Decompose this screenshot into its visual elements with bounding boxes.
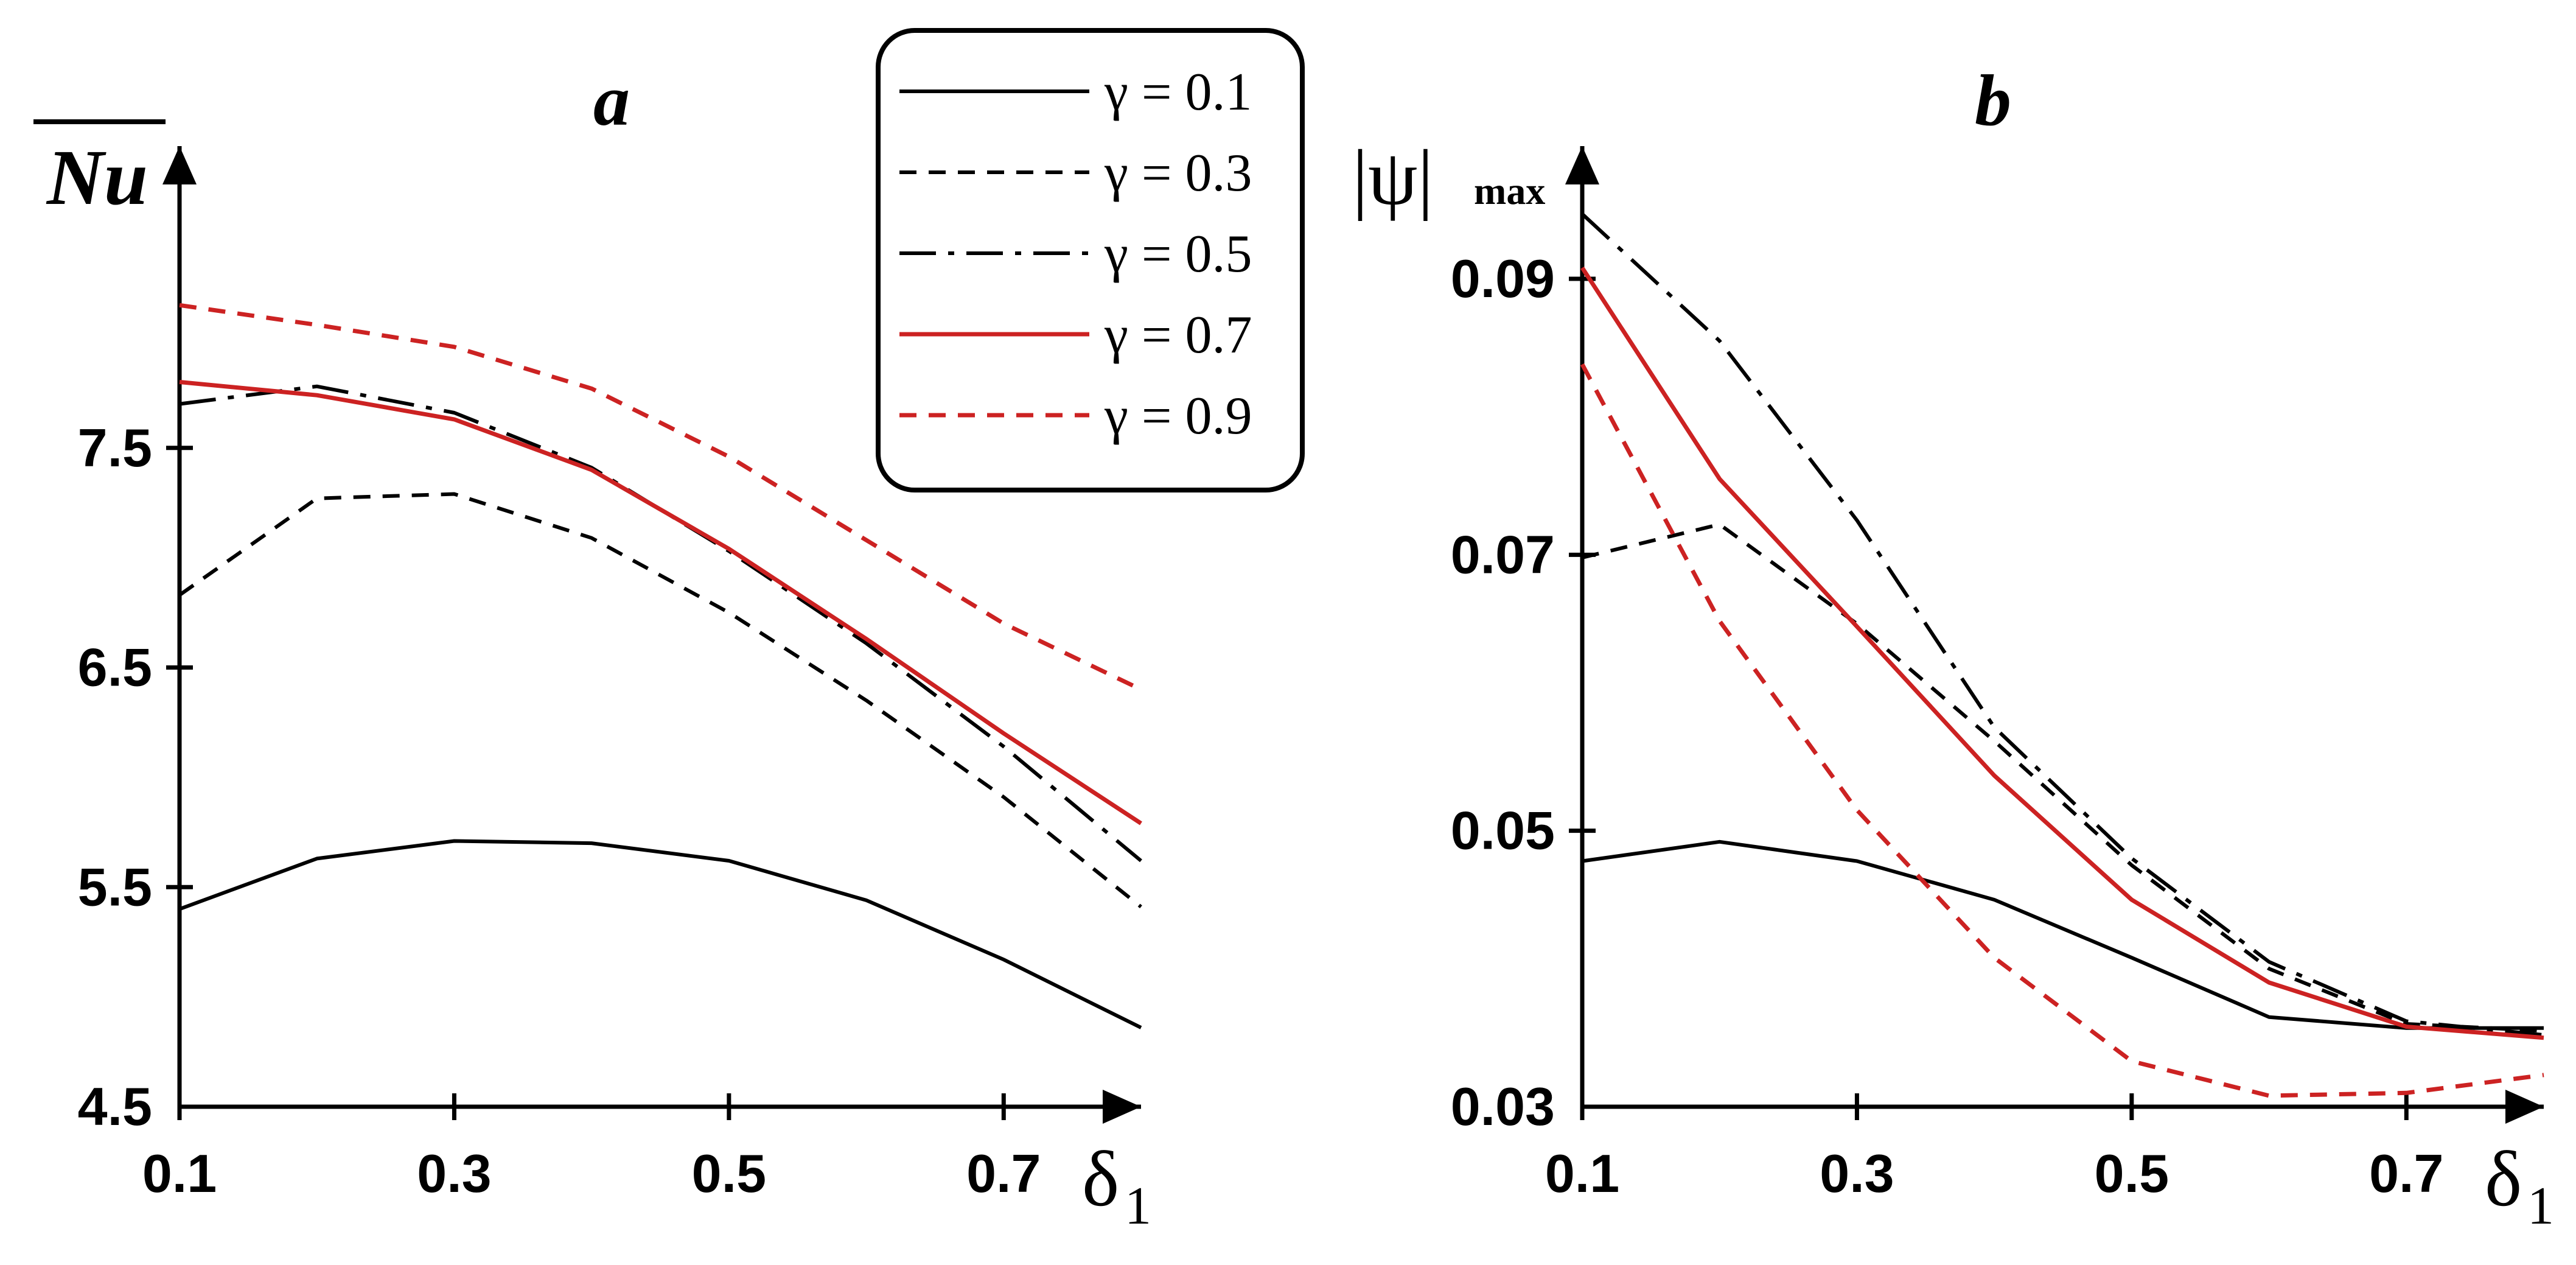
panel-b-xtick-label: 0.3 — [1820, 1143, 1894, 1204]
panel-b: b |ψ| max 0.1 0.3 0.5 0.7 0.03 0.05 0.07 0.09 δ… — [1352, 60, 2554, 1236]
panel-a-ytick-label: 7.5 — [78, 418, 152, 478]
panel-b-series-line-1 — [1582, 839, 2544, 1030]
legend: γ = 0.1 γ = 0.3 γ = 0.5 γ = 0.7 γ = 0.9 — [876, 28, 1305, 492]
legend-label: γ = 0.7 — [1104, 306, 1252, 365]
panel-a-ytick-label: 4.5 — [78, 1076, 152, 1137]
panel-a-series-line-1 — [178, 839, 1142, 1029]
panel-b-ytick-label: 0.09 — [1451, 248, 1555, 309]
panel-b-ylabel-sub: max — [1474, 169, 1545, 212]
panel-a-series — [178, 303, 1142, 1029]
legend-box — [876, 28, 1305, 492]
panel-a-xtick-label: 0.1 — [142, 1143, 217, 1204]
panel-b-xtick-label: 0.7 — [2369, 1143, 2443, 1204]
panel-a-xtick-label: 0.7 — [966, 1143, 1041, 1204]
panel-a-ylabel: Nu — [46, 134, 148, 222]
legend-label: γ = 0.5 — [1104, 225, 1252, 284]
panel-a-series-line-2 — [178, 492, 1142, 909]
panel-a-series-line-3 — [179, 384, 1142, 863]
panel-b-ytick-label: 0.05 — [1451, 801, 1555, 861]
panel-a-series-line-4 — [179, 380, 1142, 825]
panel-a: a Nu 0.1 0.3 0.5 0.7 4.5 5.5 6.5 7.5 δ 1 — [33, 60, 1151, 1236]
panel-b-series — [1580, 212, 2544, 1098]
panel-b-xlabel: δ — [2485, 1135, 2522, 1223]
panel-b-series-line-3 — [1580, 212, 2544, 1037]
panel-b-series-line-5 — [1580, 363, 2544, 1098]
panel-b-series-line-2 — [1582, 522, 2544, 1033]
panel-a-label: a — [593, 60, 630, 141]
panel-a-series-line-5 — [179, 303, 1142, 692]
panel-b-ticks: 0.1 0.3 0.5 0.7 0.03 0.05 0.07 0.09 — [1451, 248, 2444, 1204]
panel-a-ytick-label: 6.5 — [78, 637, 152, 698]
panel-b-xtick-label: 0.1 — [1545, 1143, 1619, 1204]
panel-b-label: b — [1975, 60, 2011, 141]
legend-label: γ = 0.1 — [1104, 63, 1252, 122]
legend-label: γ = 0.9 — [1104, 387, 1252, 446]
panel-b-series-line-4 — [1580, 266, 2544, 1040]
panel-a-xtick-label: 0.5 — [692, 1143, 766, 1204]
panel-a-xlabel: δ — [1082, 1135, 1119, 1223]
panel-b-xlabel-sub: 1 — [2527, 1177, 2554, 1236]
panel-b-ytick-label: 0.07 — [1451, 524, 1555, 584]
panel-b-xtick-label: 0.5 — [2095, 1143, 2169, 1204]
panel-b-ytick-label: 0.03 — [1451, 1076, 1555, 1137]
panel-a-xtick-label: 0.3 — [417, 1143, 491, 1204]
panel-a-ticks: 0.1 0.3 0.5 0.7 4.5 5.5 6.5 7.5 — [78, 418, 1041, 1204]
legend-entries: γ = 0.1 γ = 0.3 γ = 0.5 γ = 0.7 γ = 0.9 — [899, 63, 1252, 446]
panel-a-ytick-label: 5.5 — [78, 857, 152, 917]
panel-b-ylabel: |ψ| — [1352, 134, 1433, 222]
legend-label: γ = 0.3 — [1104, 144, 1252, 203]
panel-a-xlabel-sub: 1 — [1125, 1177, 1151, 1236]
